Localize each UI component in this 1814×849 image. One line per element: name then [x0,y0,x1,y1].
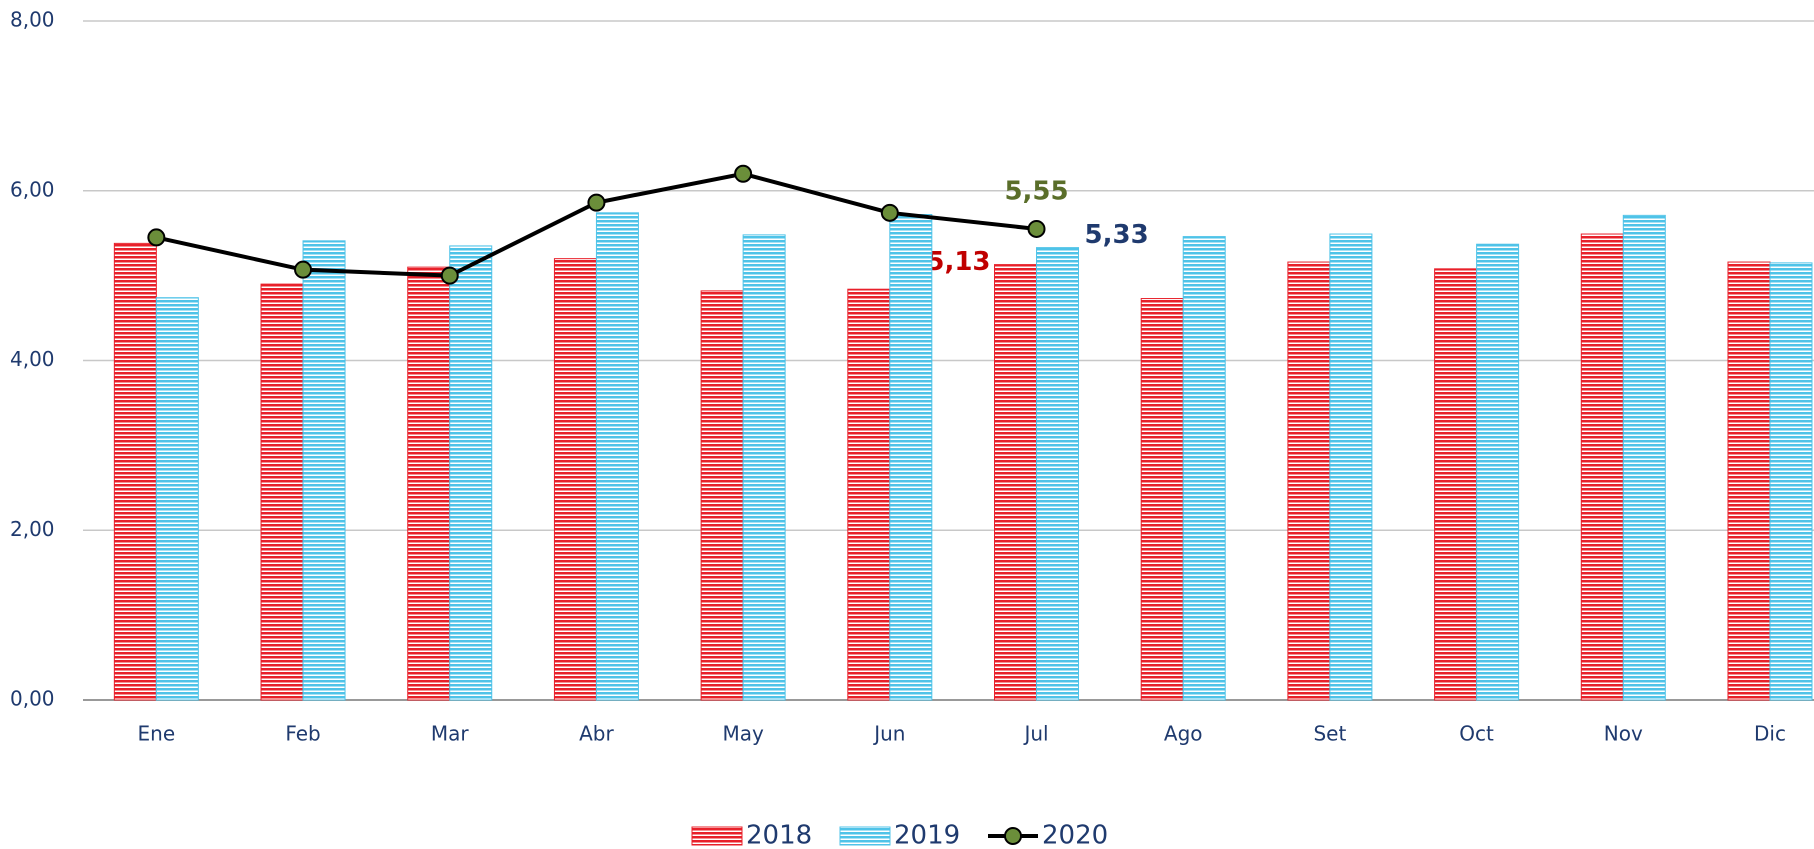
bar [113,242,157,701]
x-tick-label: Nov [1604,722,1643,746]
data-label: 5,55 [1004,176,1068,206]
bar [847,288,891,701]
x-tick-label: Feb [285,722,320,746]
bar [553,258,597,701]
x-tick-label: Mar [431,722,470,746]
bar [302,240,346,701]
y-tick-label: 4,00 [10,347,55,371]
bar [260,283,304,701]
bar [1769,262,1813,701]
bar [1329,233,1373,701]
bar [1622,214,1666,701]
x-tick-label: Oct [1459,722,1494,746]
bar [1476,243,1520,701]
bar [1036,247,1080,701]
data-label: 5,33 [1085,220,1149,250]
marker [880,203,899,222]
legend-swatch [691,826,743,846]
x-tick-label: Ene [138,722,176,746]
x-tick-label: Dic [1754,722,1786,746]
bar [742,234,786,701]
marker [294,260,313,279]
legend-marker [1004,827,1022,845]
marker [440,266,459,285]
bar [155,297,199,701]
x-tick-label: Abr [579,722,614,746]
marker [1027,219,1046,238]
y-tick-label: 2,00 [10,517,55,541]
data-label: 5,13 [926,247,990,277]
bar [449,245,493,701]
bar [1140,298,1184,701]
bar [595,212,639,701]
bar [1580,233,1624,701]
bar [407,266,451,701]
legend-label: 2018 [746,821,812,849]
bar [994,264,1038,701]
bar [1434,268,1478,701]
x-tick-label: Set [1313,722,1346,746]
bar [1182,236,1226,701]
x-tick-label: May [722,722,764,746]
legend-swatch [839,826,891,846]
legend-label: 2019 [894,821,960,849]
bar [889,214,933,701]
x-tick-label: Ago [1164,722,1203,746]
y-tick-label: 8,00 [10,8,55,32]
bar [1287,261,1331,701]
marker [147,228,166,247]
x-tick-label: Jun [872,722,905,746]
marker [734,164,753,183]
x-tick-label: Jul [1022,722,1048,746]
bar [1727,261,1771,701]
legend-label: 2020 [1042,821,1108,849]
y-tick-label: 0,00 [10,687,55,711]
bar [700,290,744,701]
y-tick-label: 6,00 [10,177,55,201]
marker [587,193,606,212]
